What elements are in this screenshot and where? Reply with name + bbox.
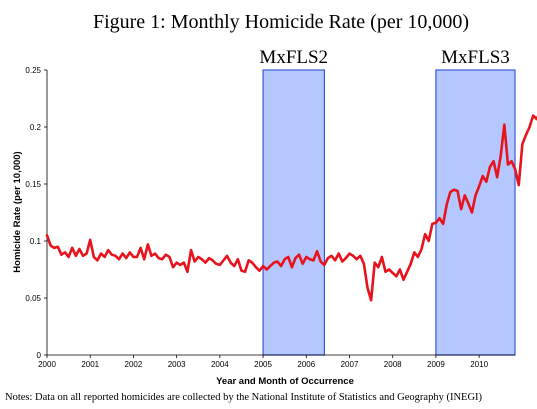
x-tick-label: 2000 (38, 360, 56, 369)
shaded-period-label-mxfls3: MxFLS3 (441, 47, 510, 68)
x-tick-label: 2005 (254, 360, 272, 369)
x-tick-label: 2007 (341, 360, 359, 369)
x-tick-label: 2002 (125, 360, 143, 369)
x-tick-label: 2010 (470, 360, 488, 369)
x-tick-label: 2004 (211, 360, 229, 369)
series-line (45, 114, 537, 302)
y-tick-label: 0.2 (30, 123, 42, 132)
x-axis-label: Year and Month of Occurrence (216, 376, 354, 387)
ticks: 0 0.05 0.1 0.15 0.2 0.25 2000 2001 2002 2003 2004 2… (25, 66, 488, 369)
x-tick-label: 2009 (427, 360, 445, 369)
shaded-period-label-mxfls2: MxFLS2 (259, 47, 328, 68)
x-tick-label: 2006 (297, 360, 315, 369)
shaded-period-mxfls3 (435, 69, 516, 356)
axes (46, 70, 515, 356)
y-tick-label: 0 (37, 351, 42, 360)
y-tick-label: 0.15 (25, 180, 41, 189)
shaded-period-mxfls2 (262, 69, 326, 356)
y-axis-label: Homicide Rate (per 10,000) (12, 151, 23, 272)
notes-text: Notes: Data on all reported homicides ar… (5, 392, 483, 403)
shaded-periods: MxFLS2 MxFLS3 (259, 47, 516, 356)
x-tick-label: 2003 (168, 360, 186, 369)
y-tick-label: 0.05 (25, 294, 41, 303)
y-tick-label: 0.25 (25, 66, 41, 75)
y-tick-label: 0.1 (30, 237, 42, 246)
x-tick-label: 2001 (81, 360, 99, 369)
chart-title: Figure 1: Monthly Homicide Rate (per 10,… (93, 11, 469, 33)
x-tick-label: 2008 (384, 360, 402, 369)
